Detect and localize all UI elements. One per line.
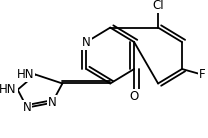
Text: HN: HN: [0, 83, 17, 96]
Text: Cl: Cl: [152, 0, 164, 12]
Text: N: N: [82, 36, 91, 49]
Text: O: O: [130, 90, 139, 103]
Text: F: F: [198, 68, 205, 81]
Text: HN: HN: [17, 68, 34, 81]
Text: N: N: [23, 101, 31, 114]
Text: N: N: [48, 96, 56, 109]
